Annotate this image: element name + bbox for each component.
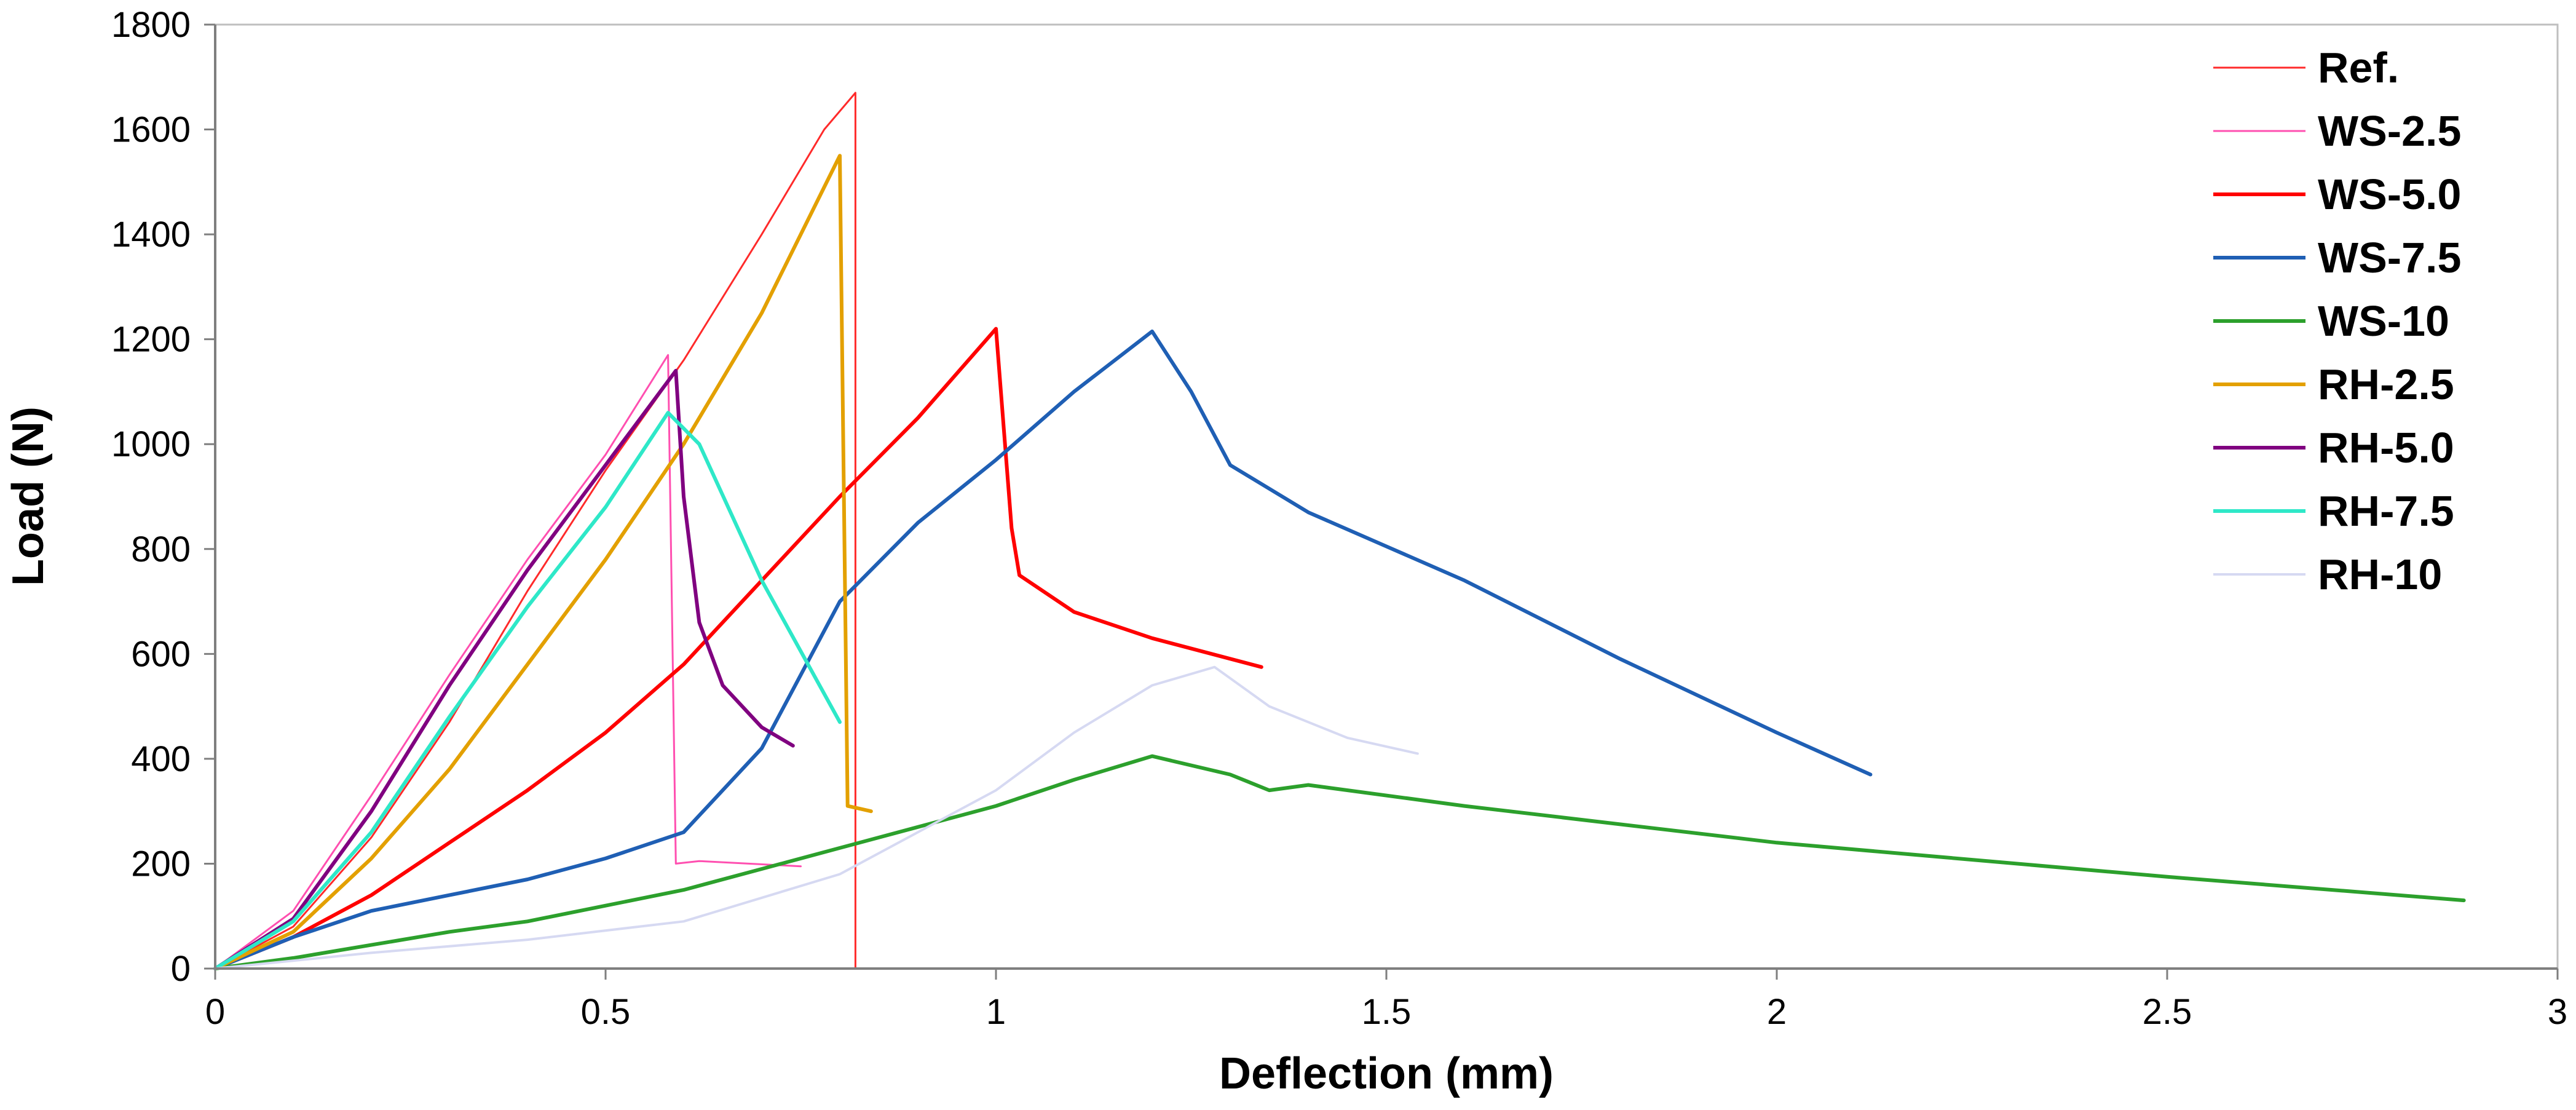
series-line-ws-7-5 [213, 329, 1873, 970]
y-tick-label: 1800 [111, 5, 191, 45]
legend-label-ws-7-5: WS-7.5 [2318, 234, 2461, 282]
legend: Ref. WS-2.5 WS-5.0 WS-7.5 WS-10 RH-2.5 RH-5.0 R… [2213, 44, 2461, 598]
x-tick-label: 0.5 [581, 992, 631, 1032]
legend-label-ws-10: WS-10 [2318, 297, 2449, 345]
legend-label-rh-10: RH-10 [2318, 550, 2442, 598]
x-tick-label: 3 [2548, 992, 2567, 1032]
x-tick-label: 2.5 [2143, 992, 2192, 1032]
y-tick-label: 600 [131, 634, 191, 674]
y-tick-label: 0 [171, 949, 191, 989]
legend-label-rh-5-0: RH-5.0 [2318, 424, 2454, 472]
legend-label-rh-7-5: RH-7.5 [2318, 487, 2454, 535]
y-tick-label: 800 [131, 529, 191, 569]
series-line-ref [214, 92, 856, 970]
series-line-rh-10 [214, 665, 1419, 970]
series-line-ws-5-0 [213, 327, 1263, 970]
y-tick-label: 200 [131, 844, 191, 884]
legend-label-ref: Ref. [2318, 44, 2399, 92]
legend-label-rh-2-5: RH-2.5 [2318, 360, 2454, 408]
x-tick-label: 0 [205, 992, 225, 1032]
y-tick-label: 1200 [111, 320, 191, 360]
series-line-rh-7-5 [213, 411, 842, 970]
x-tick-label: 1 [986, 992, 1006, 1032]
legend-label-ws-2-5: WS-2.5 [2318, 107, 2461, 155]
x-tick-label: 2 [1767, 992, 1787, 1032]
legend-label-ws-5-0: WS-5.0 [2318, 170, 2461, 218]
y-tick-label: 1000 [111, 424, 191, 464]
y-tick-label: 1600 [111, 110, 191, 150]
y-tick-label: 400 [131, 739, 191, 779]
y-axis-title: Load (N) [4, 406, 53, 586]
y-tick-label: 1400 [111, 215, 191, 255]
x-axis-title: Deflection (mm) [1219, 1049, 1554, 1098]
series-layer [213, 92, 2466, 970]
series-line-ws-2-5 [214, 354, 802, 970]
series-line-ws-10 [213, 754, 2466, 970]
x-tick-label: 1.5 [1362, 992, 1412, 1032]
ticks-layer: 0 0.5 1 1.5 2 2.5 3 0 200 400 600 800 1000 1200 1400 16… [111, 5, 2567, 1032]
series-line-rh-5-0 [213, 368, 795, 970]
series-line-rh-2-5 [213, 154, 873, 970]
